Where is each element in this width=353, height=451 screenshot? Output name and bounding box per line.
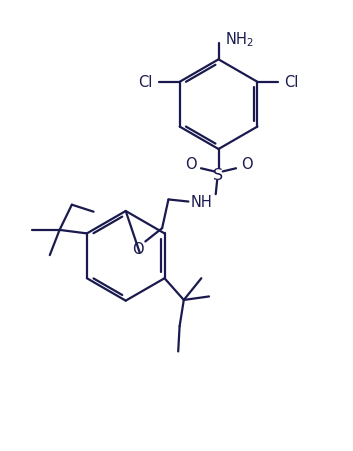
Text: S: S [214,167,223,182]
Text: NH$_2$: NH$_2$ [225,31,254,49]
Text: O: O [185,157,196,172]
Text: Cl: Cl [138,74,153,89]
Text: Cl: Cl [284,74,299,89]
Text: O: O [241,157,252,172]
Text: O: O [132,241,144,257]
Text: NH: NH [190,194,212,210]
